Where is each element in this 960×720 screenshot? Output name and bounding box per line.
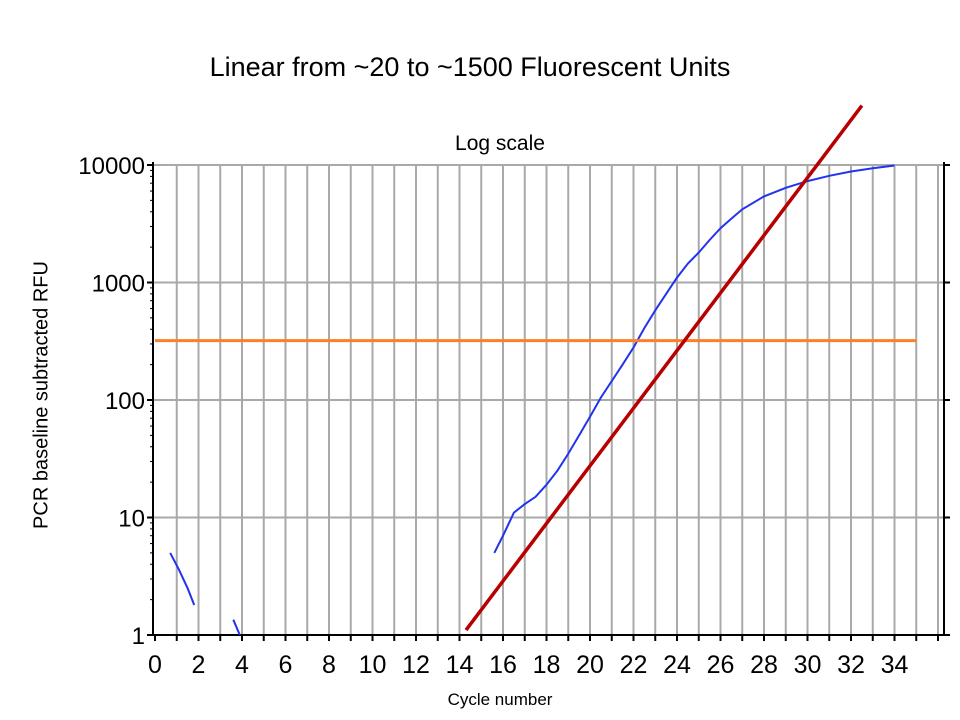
x-tick-label: 18 <box>533 651 561 679</box>
y-tick-labels: 1 10 100 1000 10000 <box>78 153 145 650</box>
x-tick-label: 26 <box>707 651 735 679</box>
x-tick-label: 12 <box>402 651 430 679</box>
grid <box>153 164 945 635</box>
x-tick-label: 16 <box>489 651 517 679</box>
y-tick-label: 10 <box>118 506 145 533</box>
x-tick-labels: 0 2 4 6 8 10 12 14 16 18 20 22 24 26 28 30 32 34 <box>148 651 908 679</box>
x-tick-label: 30 <box>794 651 822 679</box>
y-tick-label: 1 <box>132 623 145 650</box>
amplification-curve <box>232 619 241 636</box>
chart-title: Log scale <box>455 132 545 155</box>
x-tick-label: 34 <box>881 651 909 679</box>
x-tick-label: 32 <box>837 651 865 679</box>
amplification-curve <box>493 164 895 554</box>
y-tick-label: 1000 <box>92 271 145 298</box>
x-tick-label: 14 <box>446 651 474 679</box>
axes <box>147 162 950 641</box>
x-tick-label: 10 <box>359 651 387 679</box>
y-tick-label: 10000 <box>78 153 145 180</box>
x-tick-label: 22 <box>620 651 648 679</box>
series <box>155 104 917 636</box>
x-tick-label: 20 <box>576 651 604 679</box>
y-tick-label: 100 <box>105 388 145 415</box>
x-tick-label: 4 <box>235 651 249 679</box>
y-axis-label: PCR baseline subtracted RFU <box>30 261 53 529</box>
x-tick-label: 2 <box>192 651 206 679</box>
x-tick-label: 6 <box>279 651 293 679</box>
slide-title: Linear from ~20 to ~1500 Fluorescent Uni… <box>209 52 731 82</box>
x-tick-label: 8 <box>322 651 336 679</box>
x-tick-label: 0 <box>148 651 162 679</box>
x-axis-label: Cycle number <box>447 690 553 709</box>
amplification-curve <box>169 552 196 606</box>
x-tick-label: 28 <box>750 651 778 679</box>
x-tick-label: 24 <box>663 651 691 679</box>
linear-fit-line <box>464 104 864 632</box>
